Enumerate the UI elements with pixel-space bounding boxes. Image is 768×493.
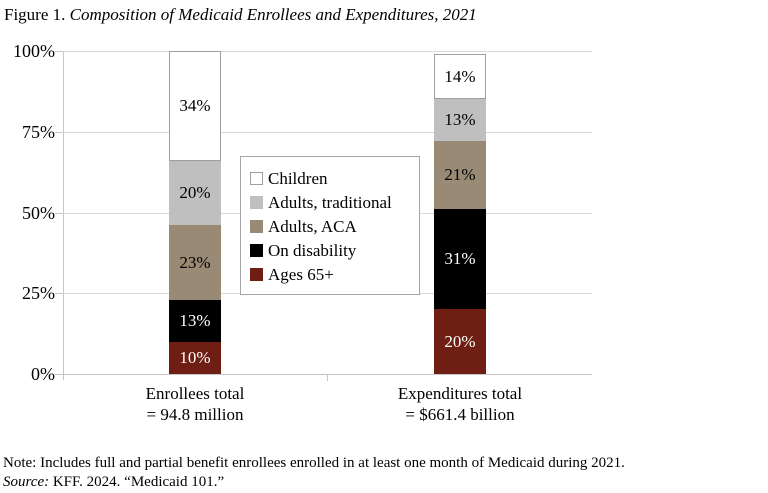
segment-data-label: 31% [444,249,476,269]
bar-segment-on-disability: 31% [434,209,486,310]
y-axis-tick [55,51,63,52]
bar-segment-children: 34% [169,51,221,161]
legend-label: On disability [268,240,357,260]
chart-legend: Children Adults, traditional Adults, ACA On… [240,156,420,295]
bar-segment-adults-aca: 23% [169,225,221,300]
bar-segment-adults-traditional: 13% [434,99,486,142]
x-label-expenditures-line2: = $661.4 billion [405,405,515,424]
x-label-enrollees-line2: = 94.8 million [146,405,244,424]
x-label-enrollees: Enrollees total = 94.8 million [85,383,305,425]
segment-data-label: 20% [179,183,211,203]
segment-data-label: 20% [444,331,476,351]
y-axis-label-50%: 50% [22,203,55,223]
segment-data-label: 10% [179,347,211,367]
stacked-bar-expenditures: 14% 13% 21% 31% 20% [434,54,486,374]
plot-area: 100% 75% 50% 25% 0% 34% 20% 23% 13% 10% 14% 13% 21% 3… [13,41,592,384]
x-label-expenditures-line1: Expenditures total [397,384,523,403]
gridline-100% [63,51,592,52]
source-line: Source: KFF. 2024. “Medicaid 101.” [3,473,224,492]
bar-segment-children: 14% [434,54,486,100]
y-axis-label-0%: 0% [31,364,55,384]
legend-swatch-icon [250,244,263,257]
y-axis-tick [55,293,63,294]
legend-label: Ages 65+ [268,264,334,284]
legend-swatch-icon [250,172,263,185]
legend-item-children: Children [250,167,413,190]
legend-swatch-icon [250,196,263,209]
legend-item-adults-aca: Adults, ACA [250,215,413,238]
legend-swatch-icon [250,220,263,233]
legend-item-adults-traditional: Adults, traditional [250,191,413,214]
legend-label: Adults, ACA [268,216,357,236]
legend-swatch-icon [250,268,263,281]
bar-segment-adults-aca: 21% [434,141,486,210]
source-label: Source: [3,474,50,490]
legend-item-ages-65-: Ages 65+ [250,263,413,286]
x-label-expenditures: Expenditures total = $661.4 billion [350,383,570,425]
legend-label: Children [268,168,328,188]
stacked-bar-enrollees: 34% 20% 23% 13% 10% [169,51,221,374]
y-axis-tick [55,374,63,375]
y-axis-label-25%: 25% [22,283,55,303]
figure-title: Figure 1. Composition of Medicaid Enroll… [4,5,477,25]
y-axis-label-75%: 75% [22,122,55,142]
bar-segment-ages-65-: 10% [169,341,221,374]
bar-segment-ages-65-: 20% [434,309,486,374]
segment-data-label: 21% [444,165,476,185]
legend-item-on-disability: On disability [250,239,413,262]
figure-title-text: Composition of Medicaid Enrollees and Ex… [69,5,477,24]
figure-title-prefix: Figure 1. [4,5,66,24]
segment-data-label: 34% [179,95,211,115]
bar-segment-on-disability: 13% [169,299,221,342]
bar-segment-adults-traditional: 20% [169,160,221,226]
source-text: KFF. 2024. “Medicaid 101.” [52,474,225,490]
y-axis-tick [55,213,63,214]
y-axis-line [63,51,64,380]
legend-label: Adults, traditional [268,192,392,212]
note-text: Note: Includes full and partial benefit … [3,455,625,471]
x-axis-line [63,374,592,375]
y-axis-tick [55,132,63,133]
segment-data-label: 14% [444,66,476,86]
x-axis-category-tick [327,375,328,381]
y-axis-label-100%: 100% [13,41,55,61]
x-label-enrollees-line1: Enrollees total [145,384,245,403]
segment-data-label: 13% [179,310,211,330]
segment-data-label: 23% [179,252,211,272]
gridline-75% [63,132,592,133]
segment-data-label: 13% [444,110,476,130]
